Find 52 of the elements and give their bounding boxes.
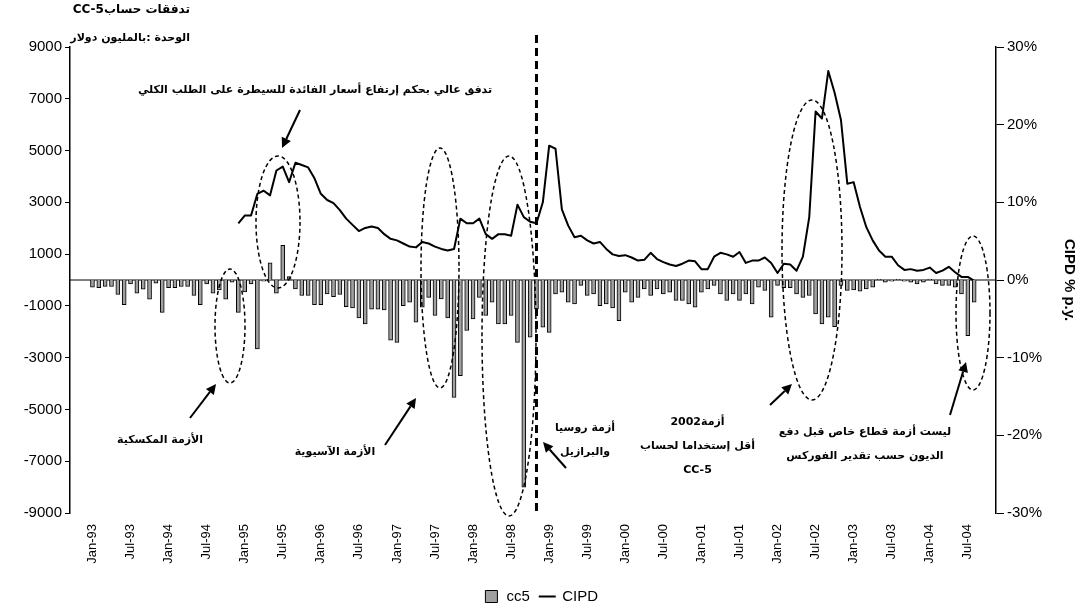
y-tick-label: 3000 — [28, 192, 62, 210]
x-tick-label: Jan-03 — [845, 524, 861, 564]
x-tick-label: Jan-01 — [692, 524, 708, 564]
annotation: ليست أزمة قطاع خاص قبل دفع الديون حسب تقدير الفوركس — [777, 423, 953, 464]
x-tick-label: Jan-98 — [464, 524, 480, 564]
x-tick-label: Jan-02 — [769, 524, 785, 564]
y-tick-label: -7000 — [23, 451, 62, 469]
y2-tick-label: 10% — [1007, 192, 1038, 210]
x-tick-label: Jul-93 — [122, 524, 138, 560]
x-tick-label: Jul-95 — [274, 524, 290, 560]
x-tick-label: Jul-97 — [426, 524, 442, 560]
x-tick-label: Jul-98 — [502, 524, 518, 560]
y-tick-label: -5000 — [23, 399, 62, 417]
y2-tick-label: -30% — [1007, 503, 1043, 521]
y-tick-label: -1000 — [23, 296, 62, 314]
y2-tick-label: 30% — [1007, 37, 1038, 55]
y2-axis-title: CIPD % p.y. — [1061, 238, 1079, 322]
x-tick-label: Jan-94 — [160, 524, 176, 564]
x-tick-label: Jul-96 — [350, 524, 366, 560]
y-tick-label: 1000 — [28, 244, 62, 262]
y2-tick-label: 0% — [1007, 270, 1029, 288]
x-tick-label: Jul-00 — [654, 524, 670, 560]
chart-title: تدفقات حسابCC-5 — [71, 2, 190, 16]
x-tick-label: Jul-04 — [959, 524, 975, 560]
legend-label: cc5 — [506, 586, 530, 604]
y2-tick-label: -20% — [1007, 425, 1043, 443]
annotation: أزمة2002 أقل إستخداما لحساب CC-5 — [639, 413, 756, 478]
y-tick-label: 9000 — [28, 37, 62, 55]
x-tick-label: Jan-93 — [84, 524, 100, 564]
chart-subtitle: الوحدة :بالمليون دولار — [70, 31, 190, 44]
annotation: أزمة روسيا والبرازيل — [554, 419, 616, 460]
annotation: الأزمة المكسكية — [116, 431, 204, 448]
y-tick-label: -3000 — [23, 347, 62, 365]
annotation: الأزمة الآسيوية — [293, 443, 377, 460]
x-tick-label: Jan-97 — [388, 524, 404, 564]
x-tick-label: Jan-95 — [236, 524, 252, 564]
annotation: تدفق عالي بحكم إرتفاع أسعار الفائدة للسيطرة على الطلب الكلي — [136, 81, 494, 98]
x-tick-label: Jan-99 — [540, 524, 556, 564]
y-tick-label: 5000 — [28, 140, 62, 158]
x-tick-label: Jul-94 — [198, 524, 214, 560]
y2-tick-label: -10% — [1007, 347, 1043, 365]
x-tick-label: Jul-01 — [731, 524, 747, 560]
x-tick-label: Jan-96 — [312, 524, 328, 564]
y-tick-label: -9000 — [23, 503, 62, 521]
y2-tick-label: 20% — [1007, 114, 1038, 132]
x-tick-label: Jan-00 — [616, 524, 632, 564]
x-tick-label: Jul-99 — [578, 524, 594, 560]
y-tick-label: 7000 — [28, 88, 62, 106]
x-tick-label: Jul-03 — [883, 524, 899, 560]
x-tick-label: Jan-04 — [921, 524, 937, 564]
x-tick-label: Jul-02 — [807, 524, 823, 560]
legend-label: CIPD — [562, 586, 599, 604]
